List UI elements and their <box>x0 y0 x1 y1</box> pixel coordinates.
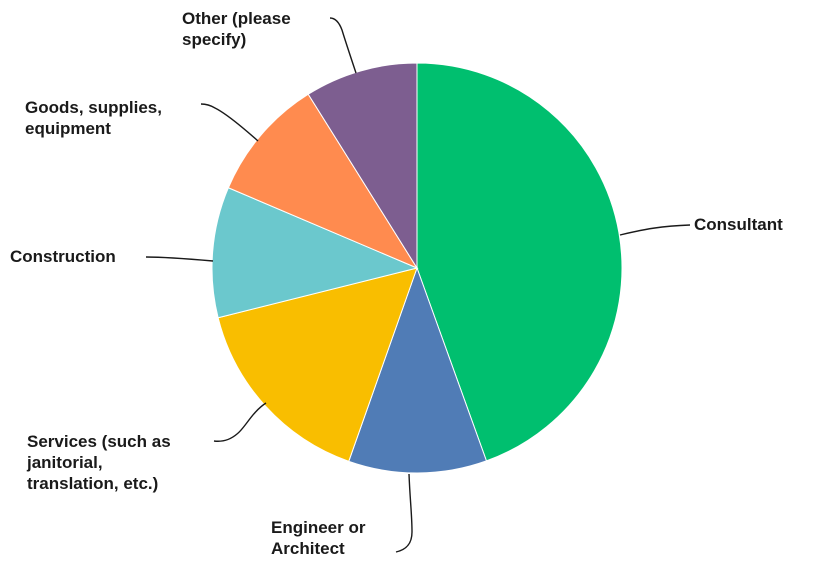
leader-lines <box>145 17 691 553</box>
slice-labels: Consultant Engineer or Architect Services (… <box>10 9 783 558</box>
slice-label-consultant: Consultant <box>694 215 783 234</box>
leader-line-construction <box>145 256 214 262</box>
pie-slice-goods-supplies-equipment <box>227 93 419 270</box>
slice-label-construction: Construction <box>10 247 116 266</box>
leader-line-services-such-as-janitorial-translation-etc <box>213 402 267 442</box>
leader-line-goods-supplies-equipment <box>200 103 259 142</box>
pie-slice-consultant <box>416 62 623 462</box>
pie-slice-services-such-as-janitorial-translation-etc <box>217 267 418 462</box>
pie-slices <box>211 62 623 474</box>
slice-label-engineer-or-architect: Engineer or Architect <box>271 518 366 558</box>
slice-label-services-such-as-janitorial-translation-etc: Services (such as janitorial, translation,… <box>26 432 171 493</box>
leader-line-engineer-or-architect <box>395 473 413 553</box>
pie-slice-engineer-or-architect <box>348 266 488 474</box>
pie-slice-construction <box>211 187 419 319</box>
pie-slice-other-please-specify <box>307 62 418 270</box>
slice-label-other-please-specify: Other (please specify) <box>182 9 291 49</box>
leader-line-consultant <box>619 224 691 236</box>
slice-label-goods-supplies-equipment: Goods, supplies, equipment <box>25 98 162 138</box>
leader-line-other-please-specify <box>329 17 357 74</box>
